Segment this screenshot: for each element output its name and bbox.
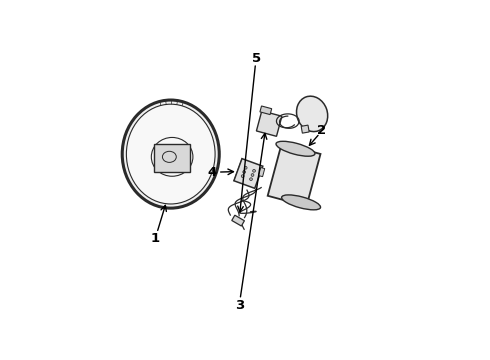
Text: 4: 4 [208,166,217,179]
Ellipse shape [251,174,254,176]
Ellipse shape [245,166,247,169]
Ellipse shape [249,178,252,181]
Ellipse shape [243,171,245,174]
Polygon shape [234,159,263,188]
Polygon shape [256,111,282,136]
Ellipse shape [253,170,255,172]
Polygon shape [259,167,265,177]
Polygon shape [260,106,271,114]
Polygon shape [301,125,309,133]
Polygon shape [154,144,190,172]
Polygon shape [268,144,320,206]
Text: 5: 5 [252,52,261,65]
Ellipse shape [126,104,215,204]
Ellipse shape [241,175,244,177]
Text: 3: 3 [235,299,245,312]
Ellipse shape [122,100,219,208]
Text: 1: 1 [151,232,160,245]
Ellipse shape [282,195,320,210]
Polygon shape [232,215,245,226]
Ellipse shape [276,141,315,156]
Text: 2: 2 [317,124,326,137]
Ellipse shape [296,96,328,132]
